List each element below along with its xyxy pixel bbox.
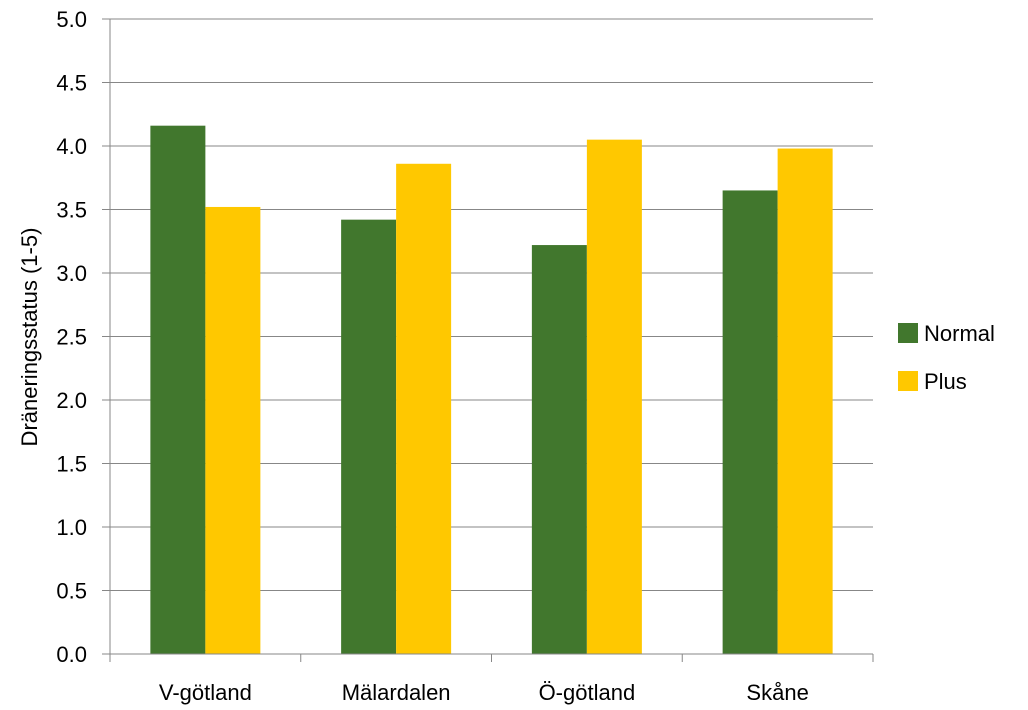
bar-plus-1	[205, 206, 261, 654]
legend-label-plus: Plus	[924, 369, 967, 394]
x-tick-label: Skåne	[746, 680, 808, 705]
bars	[150, 125, 833, 655]
y-tick-label: 3.0	[56, 261, 87, 286]
y-axis-title: Dräneringsstatus (1-5)	[17, 228, 42, 447]
y-tick-label: 2.0	[56, 388, 87, 413]
y-tick-label: 3.5	[56, 198, 87, 223]
y-tick-label: 4.0	[56, 134, 87, 159]
y-tick-label: 1.0	[56, 515, 87, 540]
x-tick-labels: V-götland Mälardalen Ö-götland Skåne	[159, 680, 809, 705]
y-tick-label: 1.5	[56, 452, 87, 477]
bar-plus-2	[396, 163, 452, 654]
y-tick-label: 5.0	[56, 7, 87, 32]
x-tick-label: V-götland	[159, 680, 252, 705]
bar-normal-3	[531, 245, 587, 654]
bar-normal-4	[722, 190, 778, 654]
legend-label-normal: Normal	[924, 321, 995, 346]
y-tick-label: 0.0	[56, 642, 87, 667]
y-tick-label: 2.5	[56, 325, 87, 350]
bar-plus-4	[777, 148, 833, 655]
legend: Normal Plus	[898, 321, 995, 394]
y-tick-label: 4.5	[56, 71, 87, 96]
legend-swatch-normal	[898, 323, 918, 343]
legend-swatch-plus	[898, 371, 918, 391]
y-tick-labels: 0.0 0.5 1.0 1.5 2.0 2.5 3.0 3.5 4.0 4.5 5.0	[56, 7, 87, 667]
x-tick-label: Mälardalen	[342, 680, 451, 705]
bar-plus-3	[586, 139, 642, 654]
bar-normal-1	[150, 125, 206, 655]
y-tick-label: 0.5	[56, 579, 87, 604]
bar-normal-2	[341, 219, 397, 654]
axes	[109, 19, 874, 662]
x-tick-label: Ö-götland	[539, 680, 636, 705]
